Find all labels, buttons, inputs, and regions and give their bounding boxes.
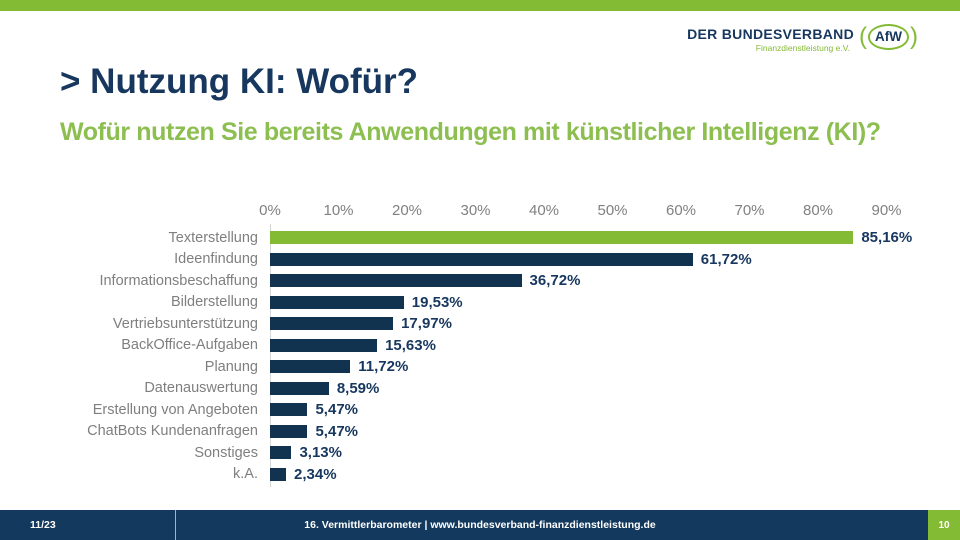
x-axis-tick: 0% bbox=[259, 202, 281, 219]
bar-track: 15,63% bbox=[270, 337, 955, 354]
bar bbox=[270, 231, 854, 245]
bar-row: Erstellung von Angeboten 5,47% bbox=[0, 399, 955, 421]
badge-ellipse: AfW bbox=[868, 24, 909, 50]
bar-track: 19,53% bbox=[270, 294, 955, 311]
value-label: 5,47% bbox=[315, 422, 359, 440]
value-label: 17,97% bbox=[401, 315, 452, 333]
bar-track: 85,16% bbox=[270, 229, 955, 246]
category-label: Informationsbeschaffung bbox=[99, 272, 258, 289]
category-label: BackOffice-Aufgaben bbox=[121, 337, 258, 354]
logo-title: DER BUNDESVERBAND bbox=[687, 26, 854, 42]
category-label: Vertriebsunterstützung bbox=[112, 315, 258, 332]
category-label: ChatBots Kundenanfragen bbox=[87, 423, 258, 440]
bar bbox=[270, 424, 308, 438]
category-label: Datenauswertung bbox=[144, 380, 258, 397]
category-label: Sonstiges bbox=[194, 444, 258, 461]
bar bbox=[270, 446, 292, 460]
footer-bar: 11/23 16. Vermittlerbarometer | www.bund… bbox=[0, 510, 960, 540]
x-axis-tick: 10% bbox=[323, 202, 354, 219]
bar bbox=[270, 338, 378, 352]
value-label: 2,34% bbox=[294, 465, 337, 483]
page-number-badge: 10 bbox=[928, 510, 960, 540]
category-label: Ideenfindung bbox=[174, 251, 258, 268]
footer-divider bbox=[175, 510, 176, 540]
bar-row: k.A. 2,34% bbox=[0, 464, 955, 486]
bar-row: Ideenfindung 61,72% bbox=[0, 249, 955, 271]
value-label: 15,63% bbox=[385, 336, 436, 354]
bar-row: Bilderstellung 19,53% bbox=[0, 292, 955, 314]
value-label: 11,72% bbox=[358, 358, 409, 376]
bar bbox=[270, 360, 351, 374]
y-axis-line bbox=[270, 224, 271, 487]
x-axis-tick: 20% bbox=[391, 202, 423, 219]
bar-row: Datenauswertung 8,59% bbox=[0, 378, 955, 400]
footer-date: 11/23 bbox=[30, 519, 56, 531]
bar bbox=[270, 295, 404, 309]
value-label: 3,13% bbox=[299, 444, 342, 462]
bar bbox=[270, 252, 693, 266]
top-accent-strip bbox=[0, 0, 960, 11]
x-axis-tick: 90% bbox=[871, 202, 902, 219]
bar-row: Planung 11,72% bbox=[0, 356, 955, 378]
bar-row: ChatBots Kundenanfragen 5,47% bbox=[0, 421, 955, 443]
page-subtitle: Wofür nutzen Sie bereits Anwendungen mit… bbox=[60, 118, 881, 146]
x-axis-tick: 40% bbox=[528, 202, 560, 219]
bar-track: 36,72% bbox=[270, 272, 955, 289]
bar-track: 8,59% bbox=[270, 380, 955, 397]
category-label: Bilderstellung bbox=[170, 294, 258, 311]
value-label: 19,53% bbox=[411, 293, 463, 311]
value-label: 85,16% bbox=[861, 229, 913, 247]
bar bbox=[270, 317, 394, 331]
x-axis-tick: 60% bbox=[665, 202, 697, 219]
value-label: 61,72% bbox=[700, 250, 752, 268]
footer-source: 16. Vermittlerbarometer | www.bundesverb… bbox=[304, 519, 656, 531]
bar-row: Informationsbeschaffung 36,72% bbox=[0, 270, 955, 292]
value-label: 5,47% bbox=[315, 401, 359, 419]
bar-row: Sonstiges 3,13% bbox=[0, 442, 955, 464]
page-title: > Nutzung KI: Wofür? bbox=[60, 62, 419, 101]
x-axis-ticks: 0% 10% 20% 30% 40% 50% 60% 70% 80% 90% bbox=[0, 202, 960, 220]
value-label: 8,59% bbox=[336, 379, 380, 397]
bar bbox=[270, 381, 329, 395]
x-axis-tick: 70% bbox=[734, 202, 765, 219]
logo-text: DER BUNDESVERBAND Finanzdienstleistung e… bbox=[687, 26, 854, 54]
category-label: k.A. bbox=[233, 466, 258, 483]
bar bbox=[270, 467, 287, 481]
x-axis-tick: 50% bbox=[597, 202, 628, 219]
x-axis-tick: 80% bbox=[802, 202, 834, 219]
bar bbox=[270, 274, 522, 288]
category-label: Erstellung von Angeboten bbox=[92, 401, 258, 418]
bar-track: 2,34% bbox=[270, 466, 955, 483]
afw-logo: DER BUNDESVERBAND Finanzdienstleistung e… bbox=[687, 24, 918, 54]
bar bbox=[270, 403, 308, 417]
bar-chart: Texterstellung 85,16% Ideenfindung 61,72… bbox=[0, 227, 955, 485]
bar-track: 3,13% bbox=[270, 444, 955, 461]
category-label: Texterstellung bbox=[168, 229, 258, 246]
value-label: 36,72% bbox=[529, 272, 581, 290]
x-axis-tick: 30% bbox=[460, 202, 491, 219]
bar-row: BackOffice-Aufgaben 15,63% bbox=[0, 335, 955, 357]
bar-row: Vertriebsunterstützung 17,97% bbox=[0, 313, 955, 335]
bar-track: 17,97% bbox=[270, 315, 955, 332]
badge-paren-open: ( bbox=[859, 22, 867, 50]
bar-track: 5,47% bbox=[270, 423, 955, 440]
bar-row: Texterstellung 85,16% bbox=[0, 227, 955, 249]
logo-subtitle: Finanzdienstleistung e.V. bbox=[755, 43, 850, 54]
category-label: Planung bbox=[204, 358, 258, 375]
bar-track: 5,47% bbox=[270, 401, 955, 418]
bar-track: 61,72% bbox=[270, 251, 955, 268]
afw-badge-icon: ( AfW ) bbox=[859, 24, 918, 50]
badge-paren-close: ) bbox=[910, 22, 918, 50]
bar-track: 11,72% bbox=[270, 358, 955, 375]
